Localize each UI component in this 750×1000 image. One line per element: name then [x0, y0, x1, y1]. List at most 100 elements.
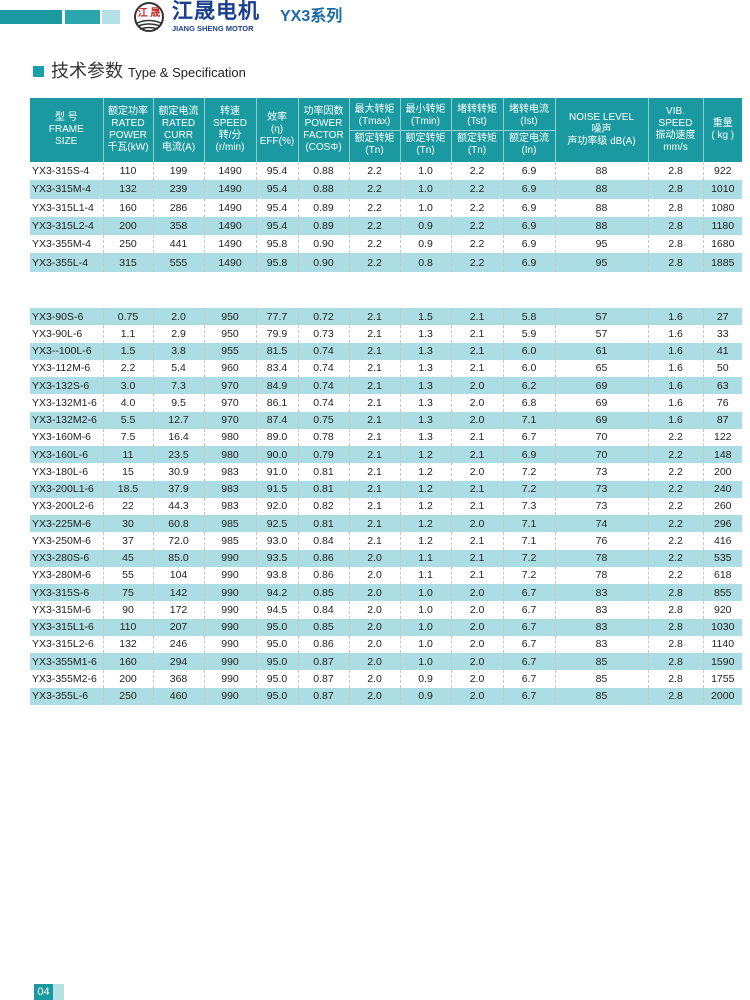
value-cell: 2.0	[450, 411, 503, 429]
column-header-line: 转速	[220, 106, 240, 117]
value-cell: 1.3	[399, 342, 451, 360]
value-cell: 33	[702, 325, 742, 343]
model-cell: YX3-315L1-4	[32, 201, 94, 214]
value-cell: 45	[102, 549, 153, 567]
column-header-sub: 额定转矩 (Tn)	[349, 129, 400, 157]
column-header-line: 堵转电流	[509, 103, 549, 115]
value-cell: 2.2	[102, 359, 153, 377]
table-row: YX3-280M-6 55 104 990 93.8 0.86 2.0 1.1 2.1 7.2 78…	[30, 566, 742, 584]
value-cell: 0.87	[297, 687, 349, 705]
value-cell: 1.0	[399, 180, 451, 199]
value-cell: 0.81	[297, 515, 349, 533]
value-cell: 0.81	[297, 480, 349, 498]
table-row: YX3-250M-6 37 72.0 985 93.0 0.84 2.1 1.2 2.1 7.1 7…	[30, 532, 742, 550]
value-cell: 0.84	[297, 532, 349, 550]
value-cell: 1490	[203, 235, 256, 254]
model-cell: YX3-355L-6	[30, 687, 103, 705]
value-cell: 122	[702, 428, 742, 446]
value-cell: 2.0	[348, 601, 400, 619]
value-cell: 88	[554, 180, 648, 199]
value-cell: 95.0	[255, 653, 298, 671]
value-cell: 95.8	[255, 253, 298, 272]
value-cell: 95	[554, 235, 648, 254]
value-cell: 2.8	[647, 235, 703, 254]
value-cell: 2.0	[450, 463, 503, 481]
value-cell: 4.0	[102, 394, 153, 412]
value-cell: 2.8	[647, 635, 703, 653]
value-cell: 983	[203, 497, 256, 515]
value-cell: 30.9	[152, 463, 204, 481]
value-cell: 1.3	[399, 325, 451, 343]
value-cell: 30	[102, 515, 153, 533]
value-cell: 95.0	[255, 687, 298, 705]
value-cell: 5.9	[502, 325, 555, 343]
column-header: 重量( kg )	[702, 98, 742, 162]
value-cell: 61	[554, 342, 648, 360]
column-header-line: CURR	[164, 130, 193, 141]
model-cell: YX3-315L2-6	[32, 638, 94, 651]
value-cell: 2.1	[348, 308, 400, 326]
value-cell: 90	[102, 601, 153, 619]
column-header-line: RATED	[161, 118, 196, 129]
value-cell: 1.2	[399, 446, 451, 464]
table-row: YX3-355M2-6 200 368 990 95.0 0.87 2.0 0.9 2.0 6.7…	[30, 670, 742, 688]
series-title: YX3系列	[280, 8, 343, 25]
value-cell: 6.9	[502, 253, 555, 272]
value-cell: 240	[702, 480, 742, 498]
value-cell: 2.0	[450, 601, 503, 619]
value-cell: 1.0	[399, 653, 451, 671]
header-bar-mid	[65, 10, 100, 24]
value-cell: 2.9	[152, 325, 204, 343]
column-header-line: (COSΦ)	[305, 142, 342, 153]
table-row: YX3-112M-6 2.2 5.4 960 83.4 0.74 2.1 1.3 2.1 6.0 6…	[30, 359, 742, 377]
table-row: YX3--100L-6 1.5 3.8 955 81.5 0.74 2.1 1.3 2.1 6.0…	[30, 342, 742, 360]
value-cell: 1.3	[399, 394, 451, 412]
value-cell: 1.6	[647, 394, 703, 412]
value-cell: 16.4	[152, 428, 204, 446]
value-cell: 2.1	[348, 446, 400, 464]
value-cell: 2.0	[450, 515, 503, 533]
value-cell: 74	[554, 515, 648, 533]
value-cell: 0.86	[297, 566, 349, 584]
value-cell: 2.1	[450, 532, 503, 550]
value-cell: 2.1	[348, 463, 400, 481]
value-cell: 2.1	[450, 325, 503, 343]
value-cell: 2.2	[647, 549, 703, 567]
value-cell: 95.4	[255, 198, 298, 217]
page-number: 04	[34, 984, 53, 1000]
value-cell: 990	[203, 618, 256, 636]
value-cell: 78	[554, 549, 648, 567]
value-cell: 2.8	[647, 618, 703, 636]
column-header: 型 号 FRAME SIZE	[30, 98, 103, 162]
value-cell: 2.8	[647, 180, 703, 199]
value-cell: 0.88	[297, 162, 349, 181]
value-cell: 2.2	[348, 198, 400, 217]
value-cell: 970	[203, 394, 256, 412]
value-cell: 7.1	[502, 515, 555, 533]
column-header-line: (η)	[270, 124, 284, 135]
value-cell: 2.2	[647, 446, 703, 464]
value-cell: 2.1	[450, 497, 503, 515]
value-cell: 87	[702, 411, 742, 429]
value-cell: 1.0	[399, 584, 451, 602]
model-cell: YX3-180L-6	[32, 465, 89, 478]
value-cell: 2.0	[348, 618, 400, 636]
table-row: YX3-132S-6 3.0 7.3 970 84.9 0.74 2.1 1.3 2.0 6.2 6…	[30, 377, 742, 395]
column-header: 效率 (η) EFF(%)	[255, 98, 298, 162]
model-cell: YX3-355L-4	[30, 253, 103, 272]
column-header-line: 噪声	[591, 124, 612, 135]
value-cell: 76	[554, 532, 648, 550]
value-cell: 200	[702, 463, 742, 481]
value-cell: 5.8	[502, 308, 555, 326]
value-cell: 2.8	[647, 253, 703, 272]
value-cell: 920	[702, 601, 742, 619]
column-header-line: 声功率级 dB(A)	[567, 136, 636, 147]
value-cell: 2.0	[450, 653, 503, 671]
value-cell: 70	[554, 446, 648, 464]
value-cell: 95.4	[255, 180, 298, 199]
value-cell: 110	[102, 162, 153, 181]
value-cell: 95.0	[255, 618, 298, 636]
value-cell: 2.2	[348, 180, 400, 199]
spec-table-4pole: 型 号 FRAME SIZE 额定功率 RATED POWER 千瓦(kW) 额定电流 RATE…	[30, 98, 742, 272]
value-cell: 69	[554, 377, 648, 395]
